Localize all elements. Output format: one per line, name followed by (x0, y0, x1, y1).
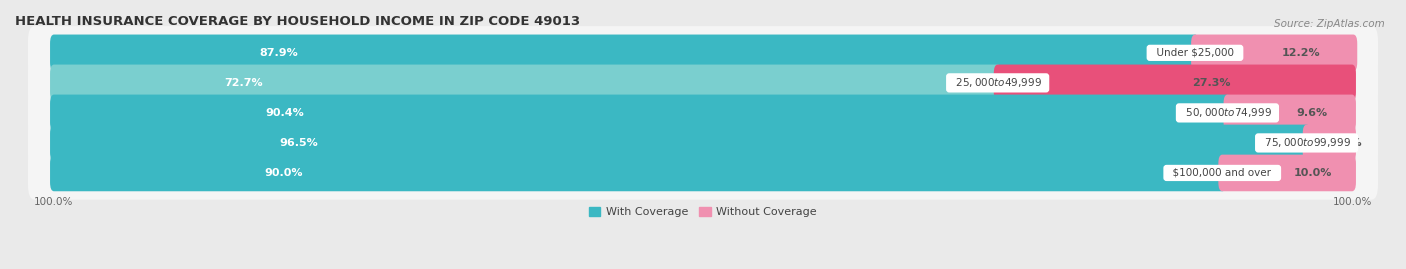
Text: 27.3%: 27.3% (1192, 78, 1232, 88)
FancyBboxPatch shape (51, 65, 1001, 101)
Text: $50,000 to $74,999: $50,000 to $74,999 (1180, 107, 1275, 119)
Text: 90.0%: 90.0% (264, 168, 302, 178)
Legend: With Coverage, Without Coverage: With Coverage, Without Coverage (585, 203, 821, 222)
Text: 10.0%: 10.0% (1294, 168, 1331, 178)
FancyBboxPatch shape (1219, 155, 1355, 191)
FancyBboxPatch shape (28, 26, 1378, 80)
FancyBboxPatch shape (28, 86, 1378, 140)
Text: 3.5%: 3.5% (1331, 138, 1362, 148)
Text: 87.9%: 87.9% (259, 48, 298, 58)
FancyBboxPatch shape (51, 125, 1310, 161)
FancyBboxPatch shape (1191, 34, 1357, 71)
Text: 9.6%: 9.6% (1296, 108, 1327, 118)
FancyBboxPatch shape (51, 34, 1199, 71)
Text: 90.4%: 90.4% (266, 108, 304, 118)
Text: Under $25,000: Under $25,000 (1150, 48, 1240, 58)
Text: $75,000 to $99,999: $75,000 to $99,999 (1258, 136, 1355, 149)
Text: Source: ZipAtlas.com: Source: ZipAtlas.com (1274, 19, 1385, 29)
FancyBboxPatch shape (994, 65, 1355, 101)
FancyBboxPatch shape (51, 95, 1232, 131)
FancyBboxPatch shape (28, 116, 1378, 170)
FancyBboxPatch shape (51, 155, 1226, 191)
FancyBboxPatch shape (1223, 95, 1355, 131)
Text: 12.2%: 12.2% (1282, 48, 1320, 58)
Text: HEALTH INSURANCE COVERAGE BY HOUSEHOLD INCOME IN ZIP CODE 49013: HEALTH INSURANCE COVERAGE BY HOUSEHOLD I… (15, 15, 581, 28)
Text: 96.5%: 96.5% (280, 138, 318, 148)
FancyBboxPatch shape (28, 146, 1378, 200)
Text: 72.7%: 72.7% (224, 78, 263, 88)
FancyBboxPatch shape (1303, 125, 1355, 161)
Text: $100,000 and over: $100,000 and over (1167, 168, 1278, 178)
Text: $25,000 to $49,999: $25,000 to $49,999 (949, 76, 1046, 89)
FancyBboxPatch shape (28, 56, 1378, 109)
